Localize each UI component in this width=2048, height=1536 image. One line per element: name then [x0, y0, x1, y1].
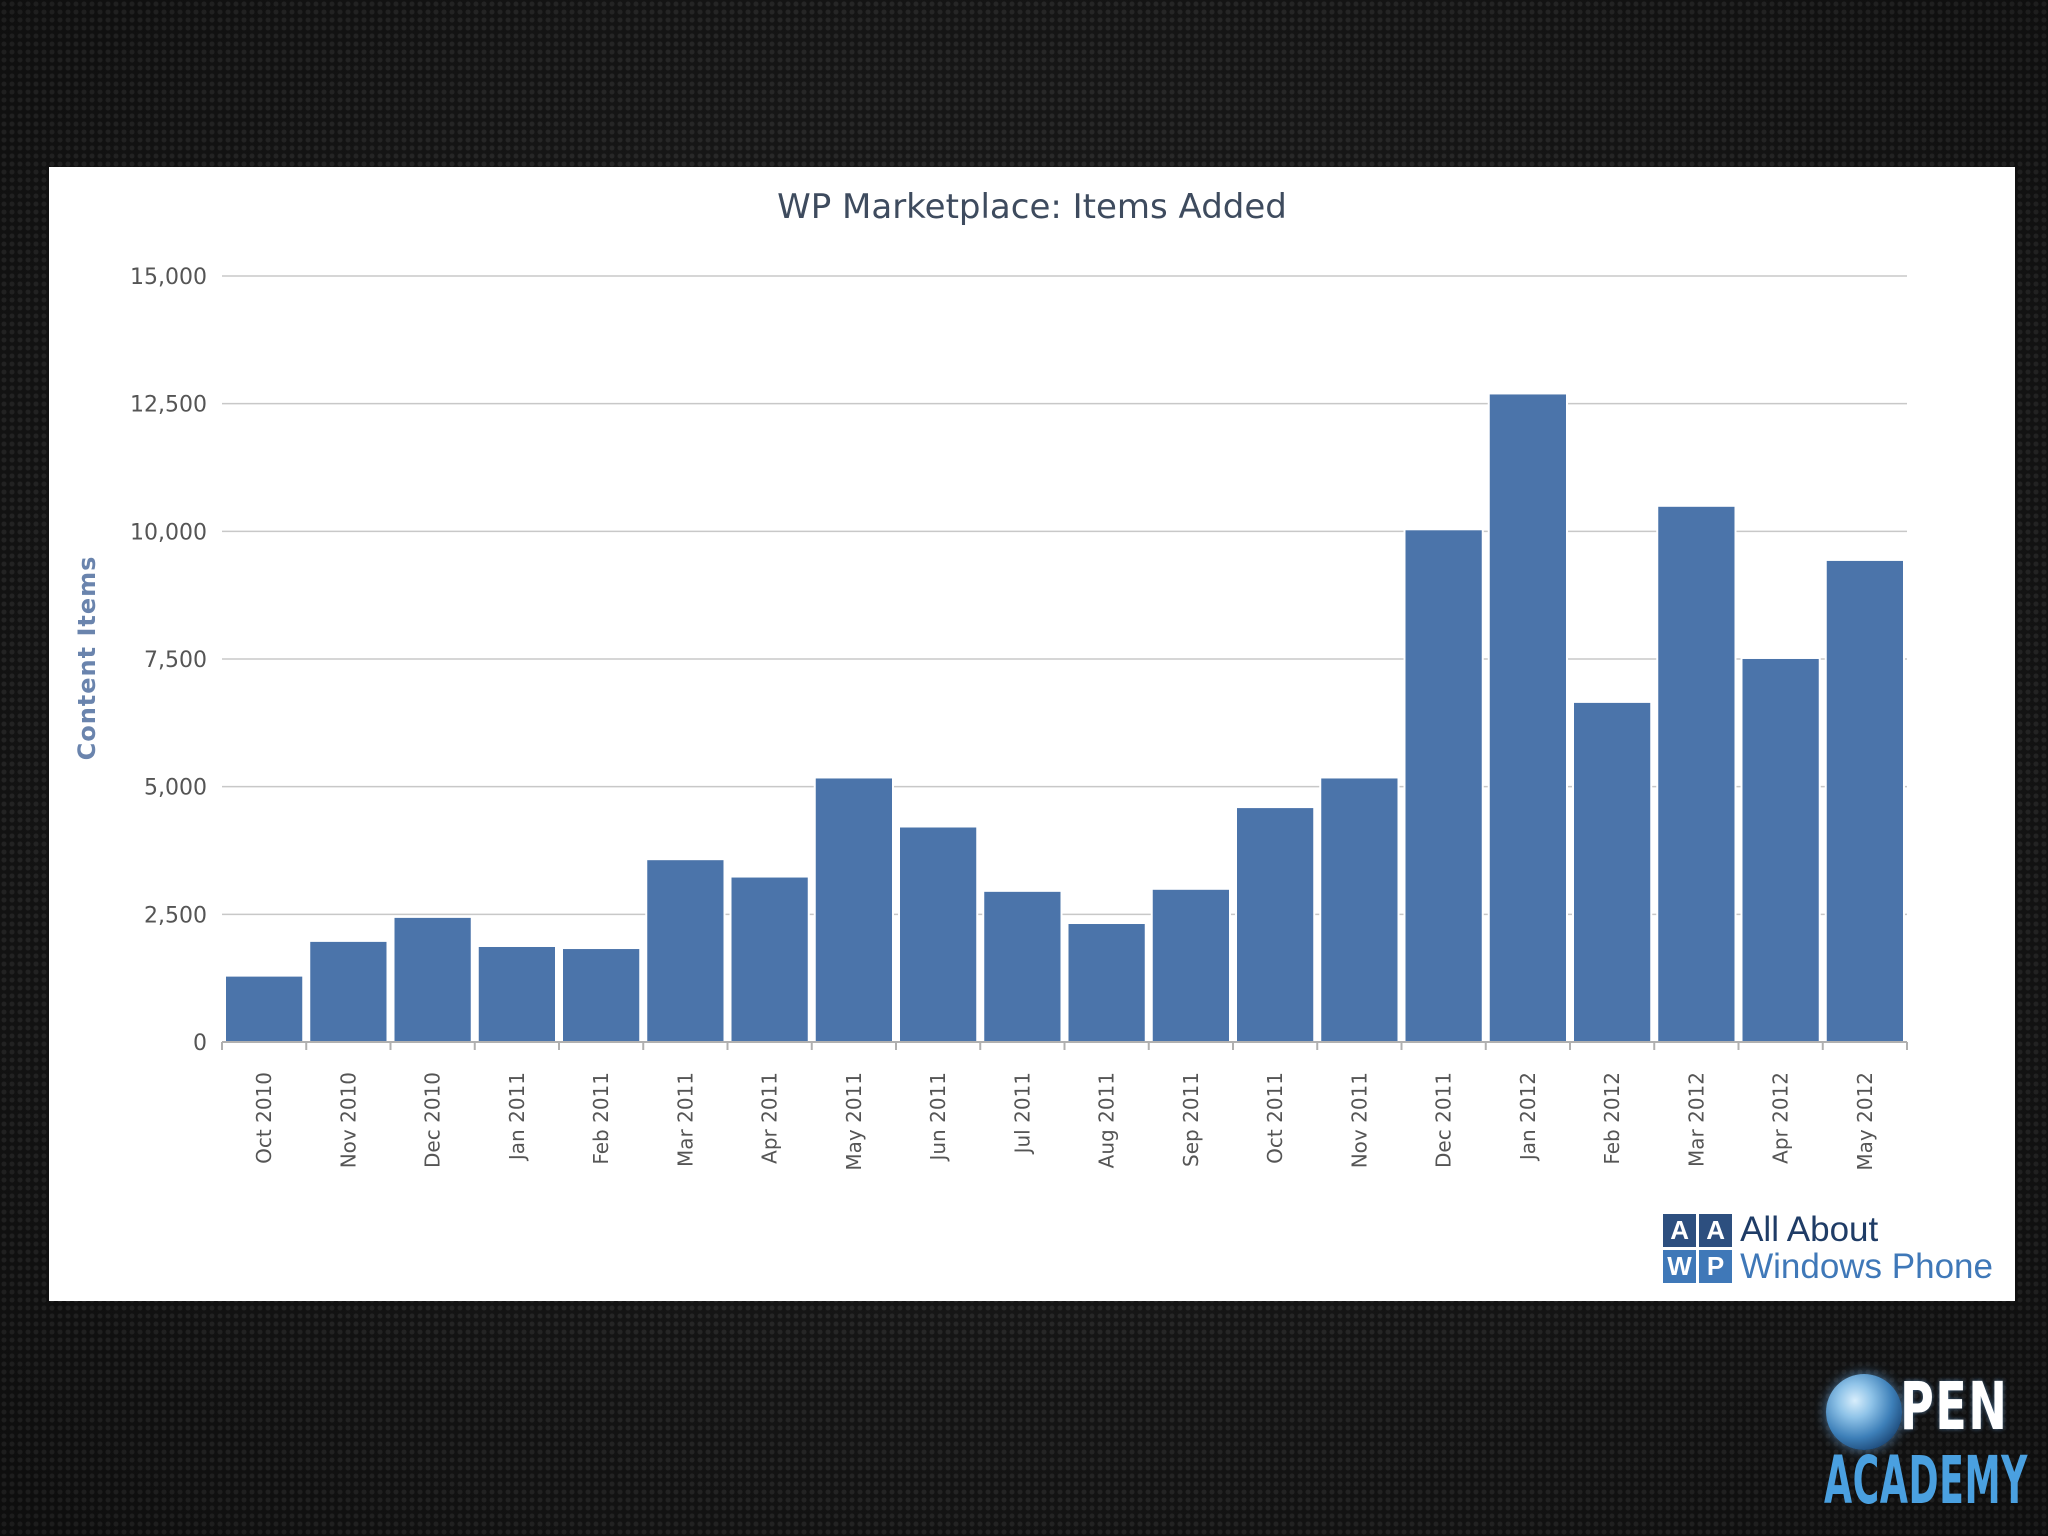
bar	[392, 915, 473, 1043]
bar-chart: WP Marketplace: Items Added Content Item…	[73, 187, 1908, 1171]
logo-cell: W	[1663, 1249, 1697, 1283]
y-tick-label: 12,500	[130, 393, 207, 418]
logo-line-all-about: All About	[1740, 1210, 1879, 1249]
bar	[561, 947, 642, 1044]
aawp-logo-mark: A A W P	[1663, 1213, 1733, 1283]
logo-line-windows-phone: Windows Phone	[1740, 1247, 1993, 1286]
y-tick-label: 7,500	[144, 648, 207, 673]
x-tick-label: Jan 2011	[505, 1072, 529, 1162]
x-axis	[221, 1041, 1908, 1050]
logo-cell: A	[1699, 1213, 1733, 1247]
open-academy-bottom-text: ACADEMY	[1824, 1442, 2029, 1519]
logo-cell: P	[1699, 1249, 1733, 1283]
bar	[1403, 528, 1484, 1044]
y-tick-label: 15,000	[130, 265, 207, 290]
chart-panel: WP Marketplace: Items Added Content Item…	[49, 167, 2015, 1301]
globe-icon	[1826, 1374, 1902, 1450]
x-tick-label: Jul 2011	[1010, 1072, 1034, 1155]
x-tick-label: Aug 2011	[1095, 1072, 1119, 1168]
x-tick-label: Jun 2011	[926, 1072, 950, 1163]
logo-cell: A	[1663, 1213, 1697, 1247]
chart-title: WP Marketplace: Items Added	[777, 187, 1287, 227]
bar	[1487, 392, 1568, 1044]
x-tick-label: Feb 2012	[1600, 1072, 1624, 1165]
x-tick-label: May 2011	[842, 1072, 866, 1171]
bar	[1319, 776, 1400, 1043]
x-tick-label: Sep 2011	[1179, 1072, 1203, 1167]
bar	[1824, 558, 1905, 1043]
x-axis-ticks: Oct 2010 Nov 2010 Dec 2010 Jan 2011 Feb 2011…	[252, 1072, 1877, 1171]
bar	[813, 776, 894, 1043]
y-axis-ticks: 0 2,500 5,000 7,500 10,000 12,500 15,000	[130, 265, 207, 1056]
bar	[729, 875, 810, 1043]
bar	[1656, 504, 1737, 1043]
x-tick-label: Dec 2011	[1432, 1072, 1456, 1168]
x-tick-label: Apr 2011	[758, 1072, 782, 1164]
y-axis-label: Content Items	[73, 556, 101, 761]
x-tick-label: Mar 2011	[673, 1072, 697, 1167]
y-tick-label: 5,000	[144, 776, 207, 801]
bar	[982, 889, 1063, 1043]
x-tick-label: Feb 2011	[589, 1072, 613, 1165]
bar	[308, 939, 389, 1043]
bar	[1066, 922, 1147, 1043]
gridlines	[222, 275, 1907, 916]
open-academy-logo: PEN ACADEMY	[1822, 1368, 2027, 1520]
x-tick-label: Oct 2010	[252, 1072, 276, 1164]
bar	[1150, 887, 1231, 1043]
x-tick-label: Dec 2010	[421, 1072, 445, 1168]
x-tick-label: Oct 2011	[1263, 1072, 1287, 1164]
bar	[1235, 806, 1316, 1043]
bar	[1740, 656, 1821, 1043]
x-tick-label: May 2012	[1853, 1072, 1877, 1171]
bar	[1572, 700, 1653, 1043]
x-tick-label: Apr 2012	[1769, 1072, 1793, 1164]
all-about-windows-phone-logo: A A W P All About Windows Phone	[1663, 1211, 1993, 1285]
bar	[224, 974, 305, 1044]
y-tick-label: 0	[193, 1031, 207, 1056]
x-tick-label: Nov 2011	[1347, 1072, 1371, 1168]
bar	[476, 944, 557, 1044]
x-tick-label: Jan 2012	[1516, 1072, 1540, 1162]
aawp-logo-text: All About Windows Phone	[1740, 1211, 1993, 1285]
y-tick-label: 10,000	[130, 520, 207, 545]
bar	[645, 858, 726, 1043]
bar	[898, 825, 979, 1043]
open-academy-top-text: PEN	[1900, 1368, 2009, 1445]
y-tick-label: 2,500	[144, 903, 207, 928]
x-tick-label: Nov 2010	[336, 1072, 360, 1168]
bars	[224, 392, 1905, 1044]
x-tick-label: Mar 2012	[1684, 1072, 1708, 1167]
